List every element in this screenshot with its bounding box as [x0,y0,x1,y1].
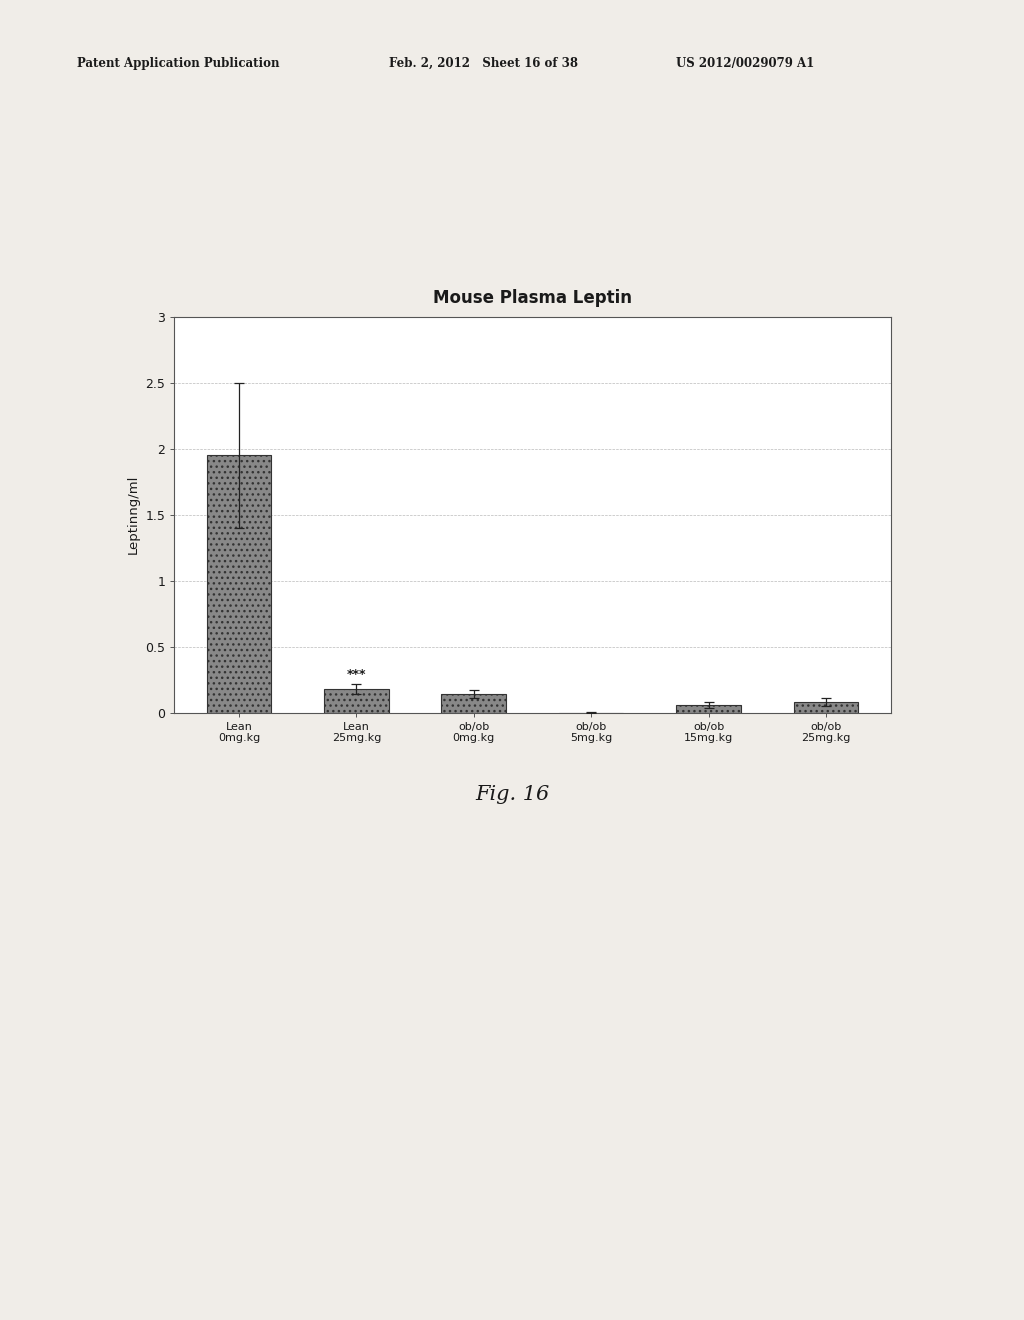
Bar [676,705,741,713]
Text: Fig. 16: Fig. 16 [475,785,549,804]
Bar [207,455,271,713]
Bar [794,702,858,713]
Title: Mouse Plasma Leptin: Mouse Plasma Leptin [433,289,632,308]
Bar [441,694,506,713]
Y-axis label: Leptinng/ml: Leptinng/ml [127,475,139,554]
Text: US 2012/0029079 A1: US 2012/0029079 A1 [676,57,814,70]
Text: ***: *** [346,668,367,681]
Text: Patent Application Publication: Patent Application Publication [77,57,280,70]
Text: Feb. 2, 2012   Sheet 16 of 38: Feb. 2, 2012 Sheet 16 of 38 [389,57,579,70]
Bar [324,689,389,713]
